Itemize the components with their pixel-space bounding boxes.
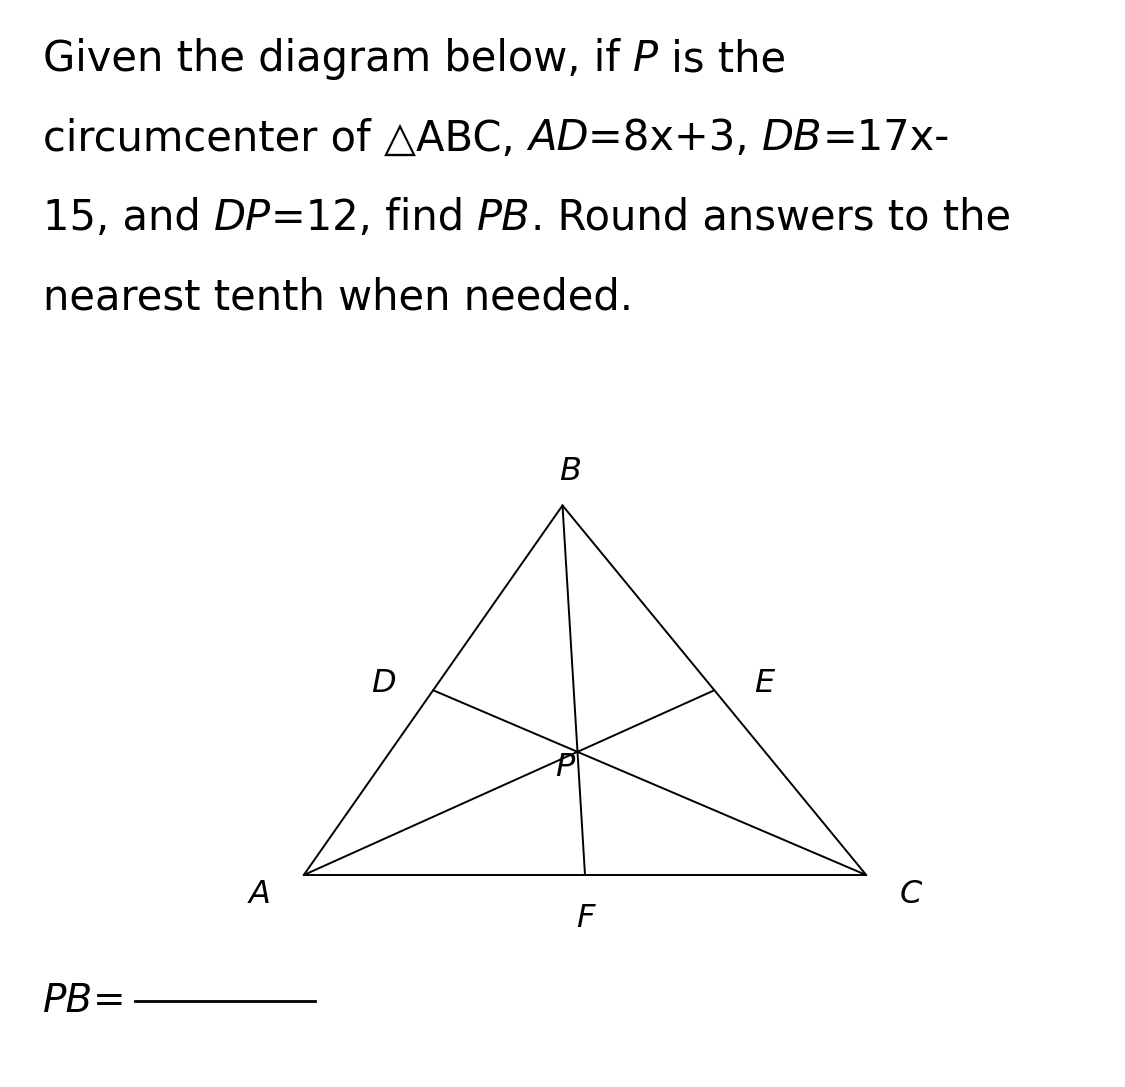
- Text: 15, and: 15, and: [43, 197, 214, 239]
- Text: =17x-: =17x-: [822, 117, 950, 160]
- Text: =8x+3,: =8x+3,: [588, 117, 762, 160]
- Text: P: P: [556, 752, 575, 784]
- Text: is the: is the: [658, 38, 786, 80]
- Text: nearest tenth when needed.: nearest tenth when needed.: [43, 276, 632, 318]
- Text: =: =: [93, 982, 126, 1020]
- Text: PB: PB: [477, 197, 531, 239]
- Text: DB: DB: [762, 117, 822, 160]
- Text: =12, find: =12, find: [271, 197, 477, 239]
- Text: AD: AD: [528, 117, 588, 160]
- Text: . Round answers to the: . Round answers to the: [531, 197, 1011, 239]
- Text: PB: PB: [43, 982, 93, 1020]
- Text: P: P: [633, 38, 658, 80]
- Text: Given the diagram below, if: Given the diagram below, if: [43, 38, 633, 80]
- Text: C: C: [900, 878, 922, 910]
- Text: DP: DP: [214, 197, 271, 239]
- Text: B: B: [559, 457, 580, 487]
- Text: circumcenter of △ABC,: circumcenter of △ABC,: [43, 117, 528, 160]
- Text: F: F: [576, 902, 594, 934]
- Text: E: E: [754, 667, 774, 699]
- Text: D: D: [371, 667, 396, 699]
- Text: A: A: [249, 878, 270, 910]
